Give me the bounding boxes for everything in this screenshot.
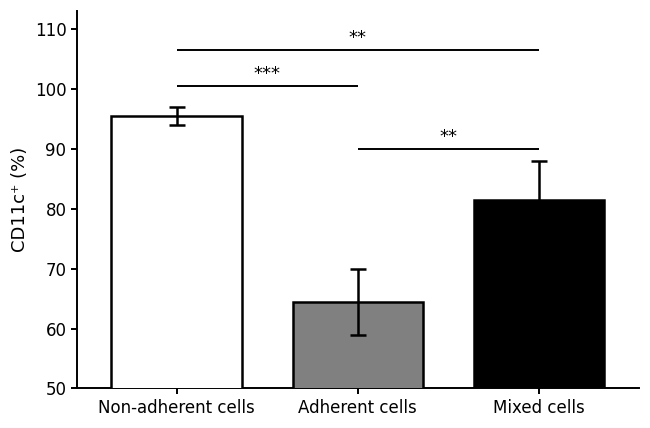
Text: ***: ***	[254, 65, 281, 83]
Bar	[474, 200, 604, 428]
Bar	[111, 116, 242, 428]
Text: **: **	[439, 128, 458, 146]
Y-axis label: CD11c⁺ (%): CD11c⁺ (%)	[11, 147, 29, 253]
Bar	[292, 302, 423, 428]
Text: **: **	[349, 29, 367, 47]
